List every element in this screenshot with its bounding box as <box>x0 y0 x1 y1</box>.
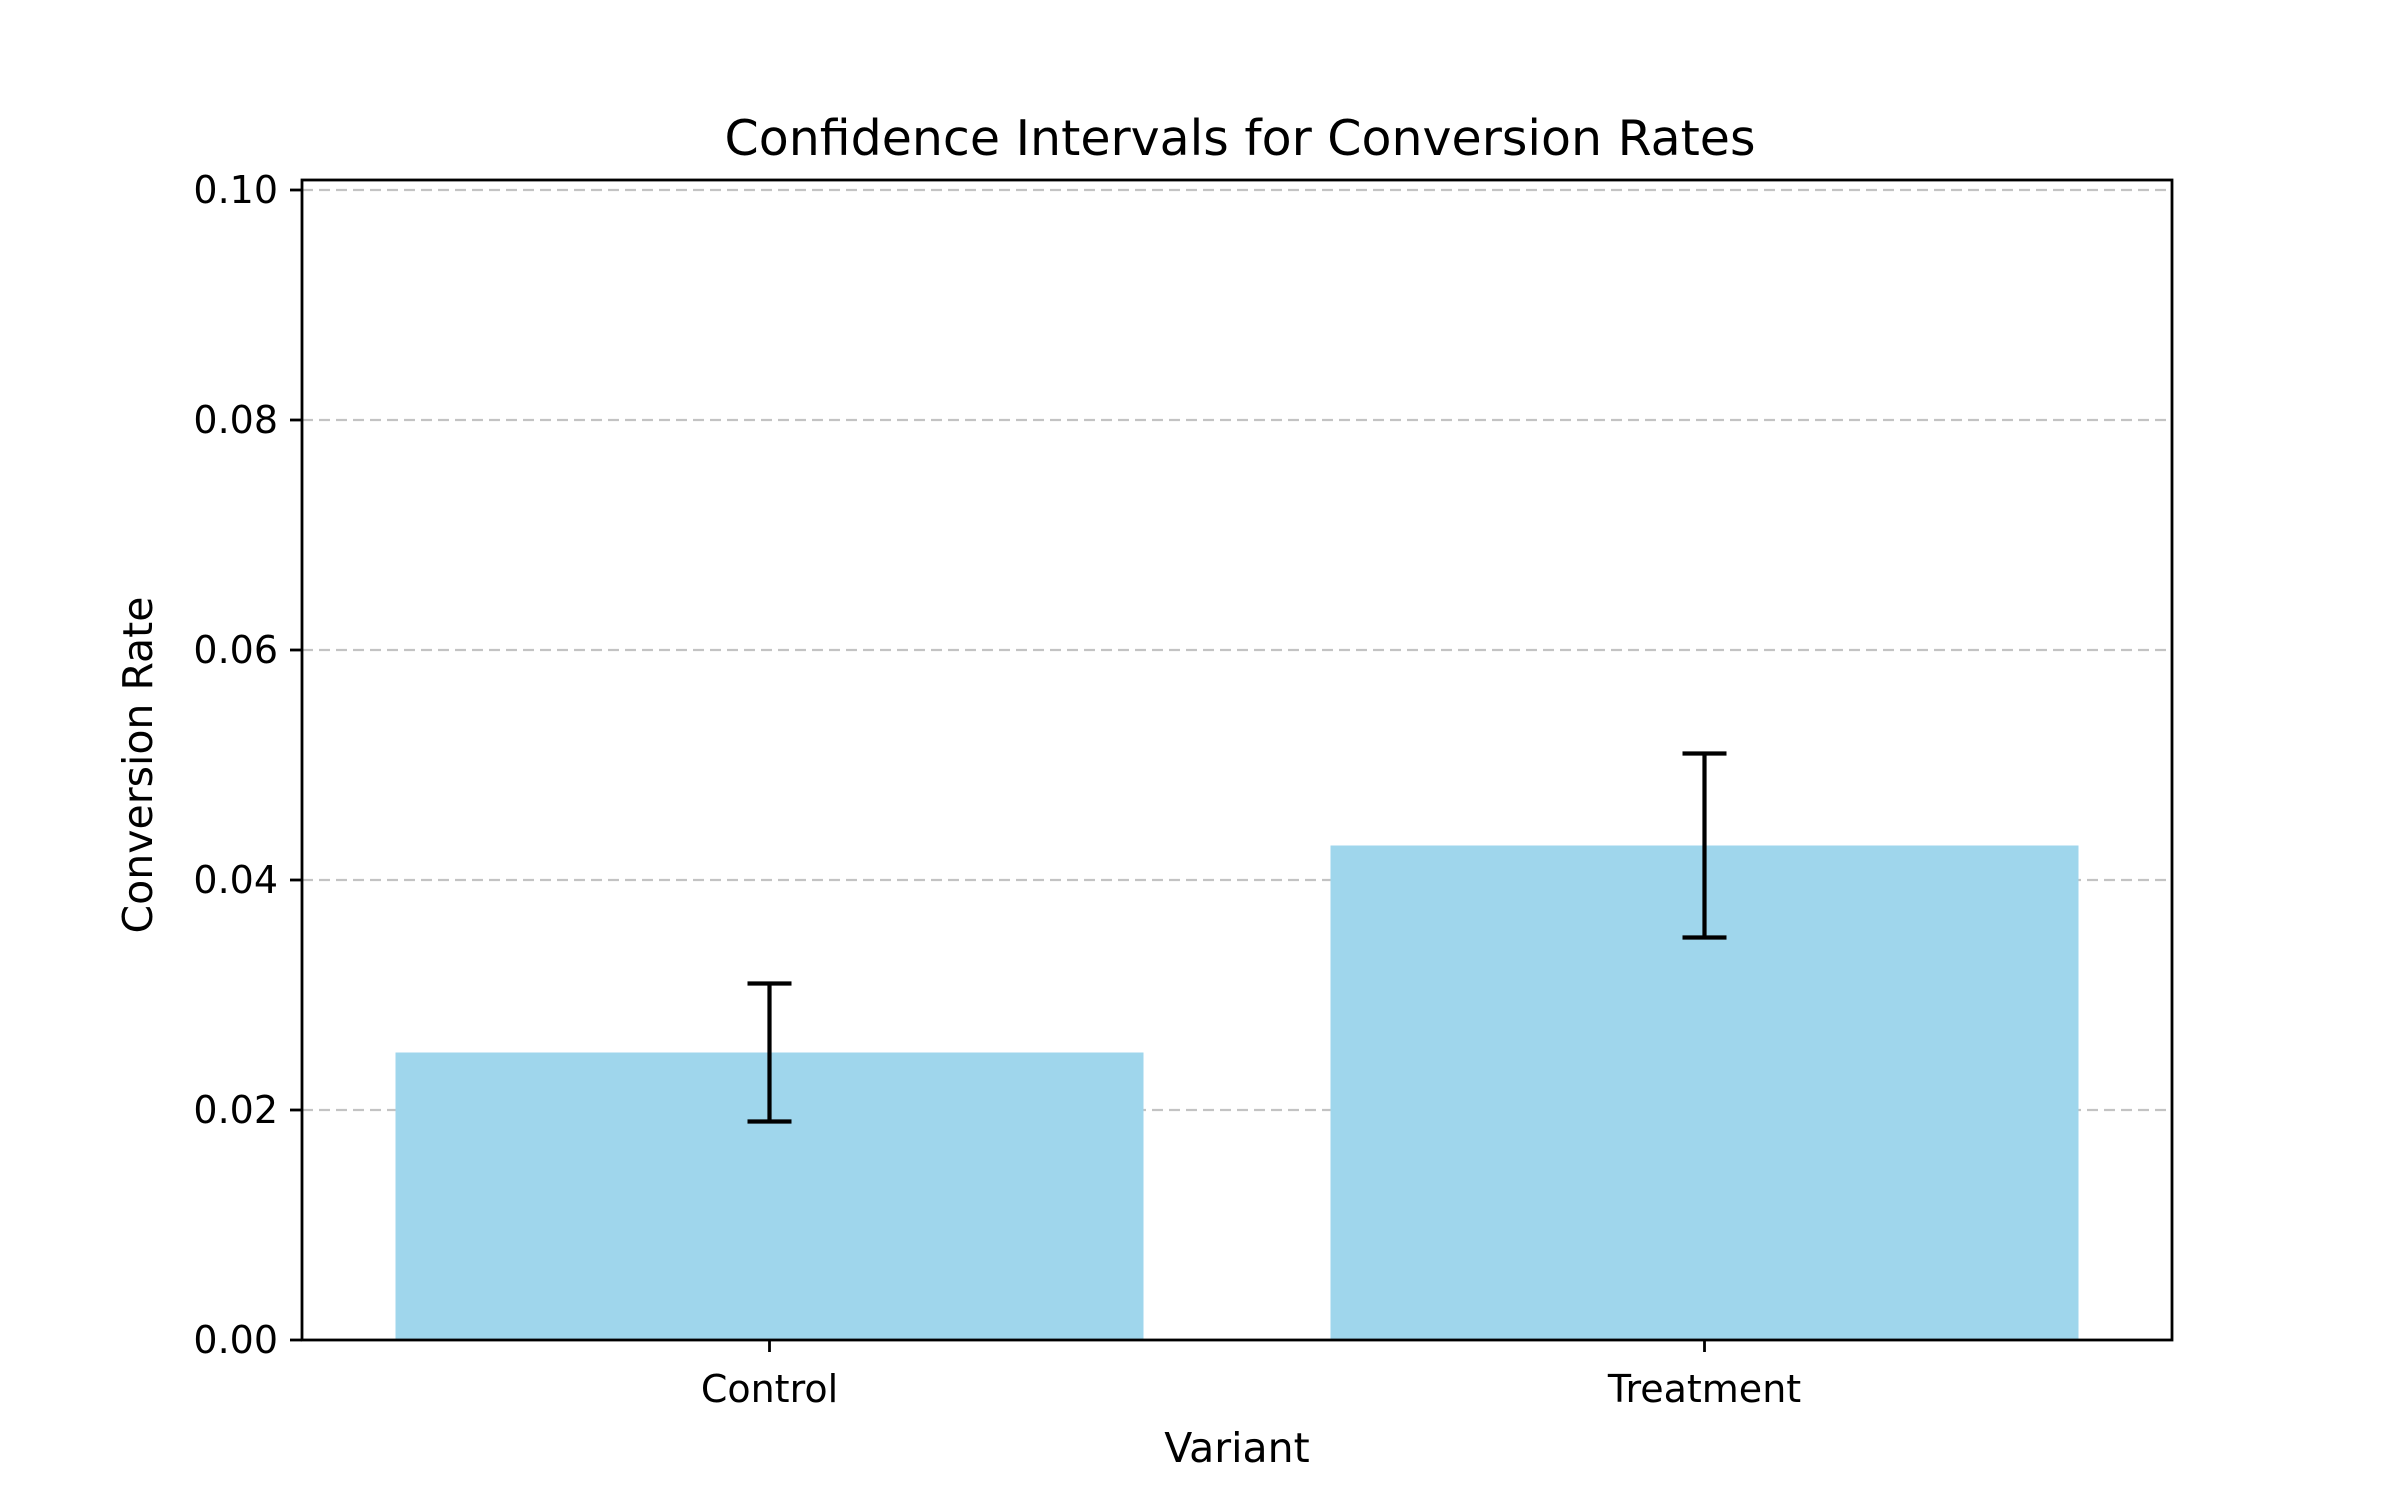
x-tick-label-control: Control <box>701 1367 838 1411</box>
x-axis-ticks: Control Treatment <box>701 1340 1801 1411</box>
chart-title: Confidence Intervals for Conversion Rate… <box>725 110 1756 167</box>
y-tick-label: 0.02 <box>193 1088 278 1132</box>
y-axis-ticks: 0.00 0.02 0.04 0.06 0.08 0.10 <box>193 168 302 1362</box>
x-tick-label-treatment: Treatment <box>1607 1367 1801 1411</box>
bars <box>395 845 2079 1340</box>
error-bars <box>747 751 1727 1124</box>
y-tick-label: 0.10 <box>193 168 278 212</box>
y-tick-label: 0.06 <box>193 628 278 672</box>
y-axis-label: Conversion Rate <box>114 597 162 934</box>
error-bar-control <box>747 981 792 1124</box>
y-tick-label: 0.04 <box>193 858 278 902</box>
y-tick-label: 0.00 <box>193 1318 278 1362</box>
plot-frame <box>300 178 2174 1342</box>
y-tick-label: 0.08 <box>193 398 278 442</box>
error-bar-treatment <box>1682 751 1727 940</box>
x-axis-label: Variant <box>1164 1424 1309 1472</box>
